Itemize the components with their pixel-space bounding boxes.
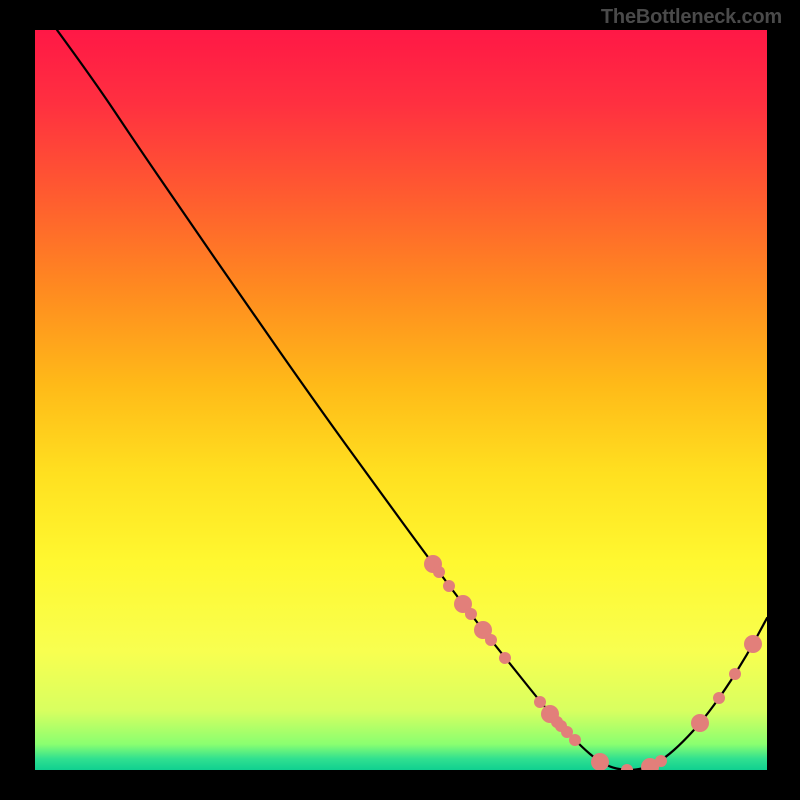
- gradient-background: [35, 30, 767, 770]
- data-marker: [433, 566, 445, 578]
- data-marker: [465, 608, 477, 620]
- data-marker: [744, 635, 762, 653]
- data-marker: [655, 755, 667, 767]
- data-marker: [499, 652, 511, 664]
- data-marker: [713, 692, 725, 704]
- data-marker: [691, 714, 709, 732]
- chart-stage: TheBottleneck.com: [0, 0, 800, 800]
- data-marker: [569, 734, 581, 746]
- plot-area: [35, 30, 767, 770]
- data-marker: [443, 580, 455, 592]
- data-marker: [534, 696, 546, 708]
- data-marker: [729, 668, 741, 680]
- data-marker: [485, 634, 497, 646]
- watermark-text: TheBottleneck.com: [601, 6, 782, 29]
- plot-svg: [35, 30, 767, 770]
